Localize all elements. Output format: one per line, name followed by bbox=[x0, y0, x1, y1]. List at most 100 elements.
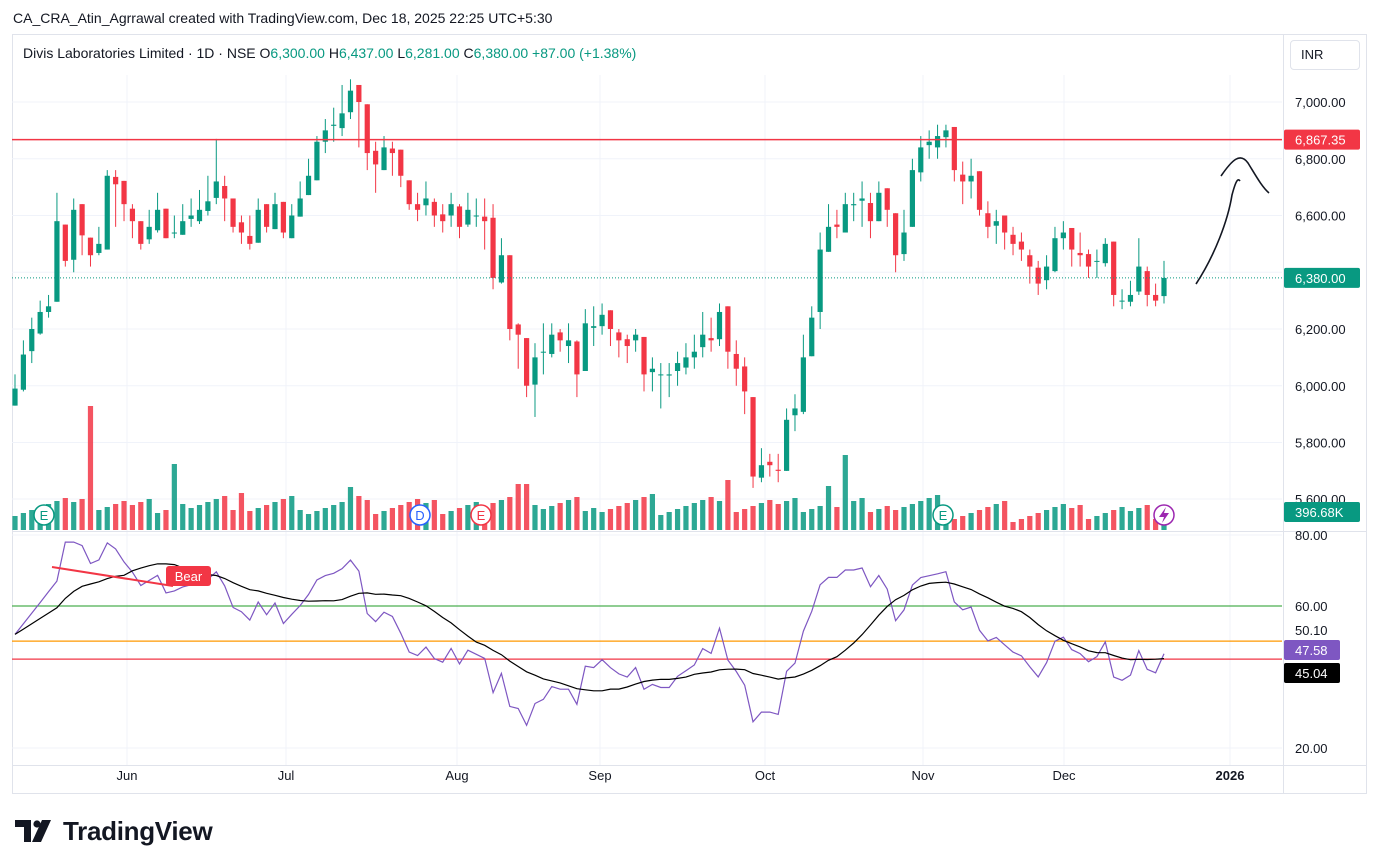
volume-bar bbox=[305, 514, 312, 530]
volume-bar bbox=[599, 512, 605, 530]
candle-body bbox=[968, 175, 974, 182]
candle-body bbox=[54, 221, 60, 302]
low-value: 6,281.00 bbox=[405, 45, 460, 61]
volume-bar bbox=[171, 464, 177, 530]
candle-body bbox=[951, 126, 957, 171]
volume-bar bbox=[12, 516, 18, 530]
currency-button[interactable]: INR bbox=[1290, 40, 1360, 70]
volume-bar bbox=[834, 507, 840, 530]
rsi-tick: 60.00 bbox=[1295, 599, 1328, 614]
candle-body bbox=[87, 237, 94, 256]
candle-body bbox=[222, 185, 228, 199]
resistance-price-badge-text: 6,867.35 bbox=[1295, 133, 1346, 148]
volume-bar bbox=[909, 504, 915, 530]
candle-body bbox=[389, 148, 396, 154]
candle-body bbox=[549, 334, 555, 354]
volume-bar bbox=[180, 504, 186, 530]
volume-bar bbox=[1111, 510, 1117, 530]
volume-bar bbox=[851, 501, 857, 530]
volume-bar bbox=[1069, 508, 1075, 530]
volume-bar bbox=[993, 504, 999, 530]
candle-body bbox=[205, 201, 211, 211]
candle-body bbox=[1052, 238, 1058, 272]
volume-bar bbox=[683, 506, 689, 530]
candle-body bbox=[859, 198, 865, 201]
volume-bar bbox=[507, 497, 513, 530]
volume-bar bbox=[498, 500, 505, 530]
time-tick: Jun bbox=[117, 768, 138, 783]
rsi-tick: 50.10 bbox=[1295, 623, 1328, 638]
volume-bar bbox=[968, 513, 974, 530]
candle-body bbox=[507, 255, 513, 329]
volume-bar bbox=[1060, 504, 1066, 530]
volume-bar bbox=[297, 510, 303, 530]
open-label: O bbox=[259, 45, 271, 61]
volume-bar bbox=[356, 496, 362, 530]
volume-bar bbox=[448, 511, 454, 530]
resistance-price-badge bbox=[1284, 129, 1360, 150]
candle-body bbox=[272, 204, 278, 230]
volume-bar bbox=[347, 487, 354, 530]
volume-bar bbox=[649, 494, 656, 530]
candle-body bbox=[591, 326, 597, 328]
volume-bar bbox=[255, 508, 261, 530]
candle-body bbox=[767, 461, 773, 466]
candle-body bbox=[62, 224, 68, 261]
volume-bar bbox=[859, 498, 865, 530]
volume-bar bbox=[658, 515, 664, 530]
candle-body bbox=[733, 353, 739, 369]
volume-bar bbox=[1153, 519, 1159, 530]
candle-body bbox=[1027, 255, 1033, 267]
candle-body bbox=[641, 336, 647, 375]
volume-bar bbox=[62, 498, 68, 530]
volume-bar bbox=[238, 493, 245, 530]
volume-bar bbox=[406, 502, 412, 530]
price-tick: 6,800.00 bbox=[1295, 152, 1346, 167]
candle-body bbox=[465, 209, 471, 225]
candle-body bbox=[37, 311, 43, 334]
candle-body bbox=[171, 232, 177, 234]
volume-bar bbox=[490, 503, 496, 530]
candle-body bbox=[817, 249, 823, 312]
volume-bar bbox=[775, 504, 781, 530]
volume-bar bbox=[373, 514, 379, 530]
volume-bar bbox=[1052, 507, 1058, 530]
volume-bar bbox=[674, 509, 681, 530]
candle-body bbox=[901, 232, 907, 255]
candle-body bbox=[482, 216, 488, 222]
volume-bar bbox=[272, 502, 278, 530]
candle-body bbox=[364, 104, 370, 154]
symbol-title: Divis Laboratories Limited · 1D · NSE bbox=[23, 45, 256, 61]
candle-body bbox=[674, 363, 681, 371]
volume-bar bbox=[247, 511, 253, 530]
candle-body bbox=[800, 357, 806, 412]
tradingview-logo[interactable]: TradingView bbox=[15, 814, 213, 848]
volume-bar bbox=[926, 498, 932, 530]
time-tick: 2026 bbox=[1216, 768, 1245, 783]
volume-bar bbox=[213, 499, 219, 530]
volume-bar bbox=[985, 507, 991, 530]
candle-body bbox=[440, 214, 446, 222]
volume-bar bbox=[549, 506, 555, 530]
candle-body bbox=[473, 215, 479, 217]
volume-bar bbox=[574, 497, 580, 530]
volume-bar bbox=[87, 406, 94, 530]
candle-body bbox=[238, 222, 245, 233]
candle-body bbox=[893, 213, 899, 256]
candle-body bbox=[1127, 294, 1134, 302]
candle-body bbox=[1111, 241, 1117, 295]
volume-bar bbox=[624, 503, 630, 530]
volume-bar bbox=[750, 506, 756, 530]
candle-body bbox=[1153, 294, 1159, 301]
candle-body bbox=[1018, 241, 1025, 250]
time-tick: Dec bbox=[1052, 768, 1076, 783]
earnings-marker-letter: E bbox=[939, 508, 948, 523]
earnings-marker bbox=[33, 504, 55, 526]
candle-body bbox=[616, 332, 622, 341]
earnings-marker bbox=[470, 504, 492, 526]
candle-body bbox=[448, 204, 454, 216]
candle-body bbox=[163, 208, 169, 239]
volume-bar bbox=[1018, 519, 1025, 530]
candle-body bbox=[104, 175, 110, 250]
